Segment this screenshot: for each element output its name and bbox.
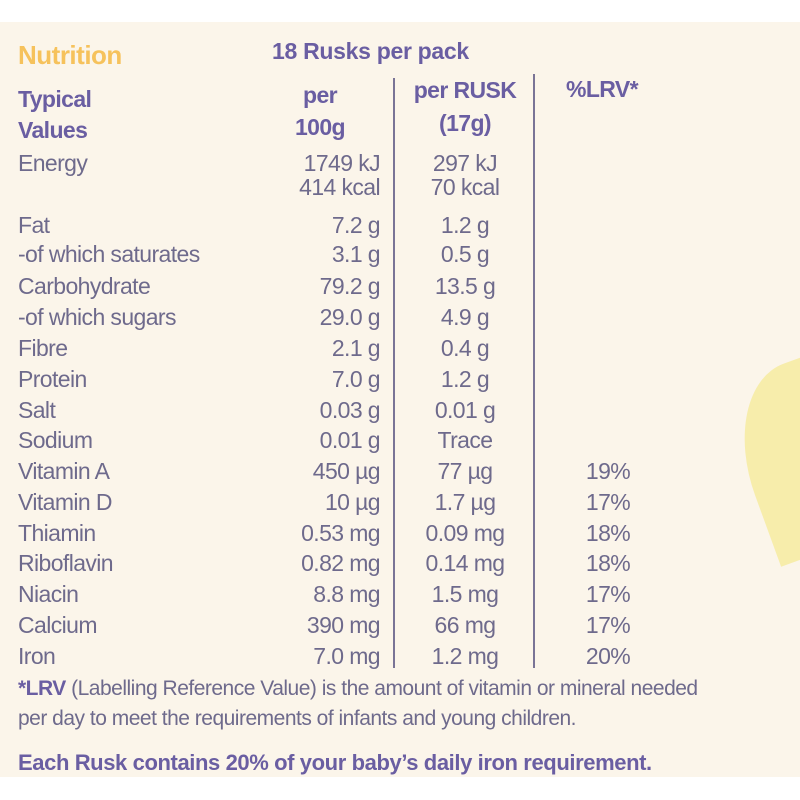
per-rusk-value: 4.9 g (440, 304, 490, 330)
per-100g-value: 1749 kJ (303, 150, 381, 176)
row-label: Carbohydrate (18, 273, 151, 299)
row-label: Energy (18, 150, 88, 176)
column-divider (393, 78, 395, 668)
per-rusk-value: 0.09 mg (425, 520, 506, 546)
per-rusk-value: 66 mg (434, 612, 497, 638)
per-100g-value: 0.82 mg (301, 550, 381, 576)
per-100g-value: 414 kcal (299, 174, 380, 200)
column-divider (533, 74, 535, 668)
per-100g-value: 8.8 mg (313, 581, 380, 607)
header-lrv: %LRV* (566, 76, 639, 102)
lrv-value: 19% (585, 458, 631, 484)
row-label: Vitamin A (18, 458, 110, 484)
per-100g-value: 79.2 g (319, 273, 381, 299)
lrv-label: *LRV (18, 677, 66, 700)
per-rusk-value: 0.14 mg (425, 550, 506, 576)
per-rusk-value: 13.5 g (434, 273, 496, 299)
row-label: Iron (18, 643, 56, 669)
iron-statement: Each Rusk contains 20% of your baby’s da… (18, 750, 652, 775)
row-label: Protein (18, 366, 87, 392)
per-100g-value: 0.03 g (319, 397, 381, 423)
per-rusk-value: 0.01 g (434, 397, 496, 423)
lrv-value: 17% (585, 581, 631, 607)
per-100g-value: 2.1 g (331, 335, 381, 361)
per-rusk-value: 1.7 µg (434, 489, 496, 515)
nutrition-title: Nutrition (18, 40, 122, 70)
header-per-rusk: per RUSK (413, 77, 517, 103)
row-label: Sodium (18, 427, 93, 453)
decorative-leaf (716, 347, 800, 567)
per-100g-value: 10 µg (324, 489, 381, 515)
lrv-value: 20% (585, 643, 631, 669)
per-100g-value: 7.0 g (331, 366, 381, 392)
per-rusk-value: 0.5 g (440, 241, 490, 267)
row-label: Salt (18, 397, 56, 423)
footnote-line-1: *LRV (Labelling Reference Value) is the … (18, 677, 698, 701)
row-label: Vitamin D (18, 489, 112, 515)
per-100g-value: 0.01 g (319, 427, 381, 453)
per-rusk-value: 1.2 g (440, 212, 490, 238)
per-rusk-value: 77 µg (437, 458, 493, 484)
row-label: -of which sugars (18, 304, 176, 330)
header-per: per (303, 82, 338, 108)
footnote-line-2: per day to meet the requirements of infa… (18, 707, 577, 730)
header-values: Values (18, 117, 88, 143)
row-label: Calcium (18, 612, 97, 638)
per-100g-value: 390 mg (306, 612, 381, 638)
row-label: Thiamin (18, 520, 96, 546)
per-rusk-value: 0.4 g (440, 335, 490, 361)
per-rusk-value: 1.2 g (440, 366, 490, 392)
per-100g-value: 29.0 g (319, 304, 381, 330)
per-rusk-value: 1.5 mg (431, 581, 499, 607)
per-100g-value: 0.53 mg (301, 520, 381, 546)
row-label: -of which saturates (18, 241, 200, 267)
lrv-value: 18% (585, 520, 631, 546)
nutrition-label: Nutrition 18 Rusks per pack Typical Valu… (0, 22, 800, 777)
pack-count: 18 Rusks per pack (272, 38, 469, 64)
header-17g: (17g) (439, 110, 492, 136)
per-rusk-value: Trace (437, 427, 494, 453)
lrv-value: 17% (585, 612, 631, 638)
row-label: Fibre (18, 335, 68, 361)
row-label: Riboflavin (18, 550, 114, 576)
per-100g-value: 7.2 g (331, 212, 381, 238)
per-rusk-value: 70 kcal (430, 174, 500, 200)
lrv-value: 17% (585, 489, 631, 515)
footnote-text: (Labelling Reference Value) is the amoun… (65, 677, 698, 700)
per-100g-value: 7.0 mg (313, 643, 380, 669)
per-100g-value: 3.1 g (331, 241, 381, 267)
row-label: Fat (18, 212, 50, 238)
header-typical: Typical (18, 86, 92, 112)
per-rusk-value: 1.2 mg (431, 643, 499, 669)
per-100g-value: 450 µg (312, 458, 381, 484)
lrv-value: 18% (585, 550, 631, 576)
header-100g: 100g (294, 114, 346, 140)
per-rusk-value: 297 kJ (432, 150, 498, 176)
row-label: Niacin (18, 581, 79, 607)
